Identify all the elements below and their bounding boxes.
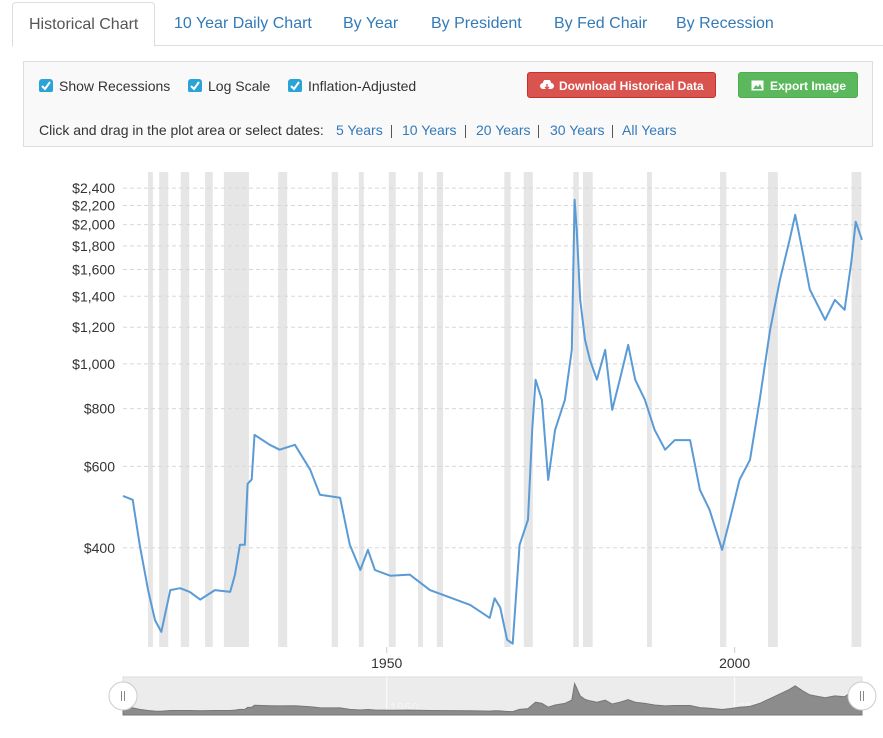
y-tick-label: $2,000	[72, 217, 115, 233]
range-link[interactable]: All Years	[622, 122, 677, 138]
recession-band	[418, 172, 423, 647]
price-line	[122, 198, 863, 645]
tab[interactable]: By Fed Chair	[554, 15, 648, 32]
y-tick-label: $800	[84, 401, 115, 417]
checkbox[interactable]: Show Recessions	[39, 78, 170, 94]
recession-band	[180, 172, 190, 647]
handle-circle	[847, 681, 877, 711]
y-tick-label: $1,400	[72, 288, 115, 304]
check-icon	[188, 79, 202, 92]
range-link[interactable]: 30 Years	[550, 122, 605, 138]
separator	[612, 125, 613, 138]
chart: $400 $600 $800 $1,000 $1,200 $1,400 $1,600 $1,8…	[72, 172, 877, 716]
handle-grip	[121, 691, 125, 701]
range-link[interactable]: 20 Years	[476, 122, 531, 138]
recession-band	[159, 172, 169, 647]
separator	[465, 125, 466, 138]
tab[interactable]: By Recession	[676, 15, 774, 32]
image-icon	[751, 80, 764, 91]
recession-band	[720, 172, 727, 647]
checkbox-label: Show Recessions	[59, 78, 171, 94]
button-label: Download Historical Data	[559, 79, 704, 93]
checkbox-label: Inflation-Adjusted	[308, 78, 417, 94]
recession-band	[646, 172, 652, 647]
y-tick-label: $2,400	[72, 180, 115, 196]
tab-bar: Historical Chart 10 Year Daily Chart By …	[12, 2, 883, 47]
tab[interactable]: Historical Chart	[12, 2, 156, 47]
navigator-handle[interactable]	[108, 681, 138, 711]
recession-band	[504, 172, 511, 647]
check-icon	[39, 79, 53, 92]
handle-circle	[108, 681, 138, 711]
recession-band	[768, 172, 778, 647]
recession-band	[851, 172, 862, 647]
y-tick-label: $400	[84, 540, 115, 556]
recession-band	[358, 172, 364, 647]
navigator-area	[122, 681, 863, 716]
handle-grip	[860, 691, 864, 701]
recession-band	[523, 172, 533, 647]
checkbox-label: Log Scale	[208, 78, 271, 94]
checkbox[interactable]: Log Scale	[188, 78, 270, 94]
control-panel: Show Recessions Log Scale Inflation-Adju…	[23, 61, 873, 147]
tab[interactable]: By Year	[343, 15, 399, 32]
recession-band	[436, 172, 444, 647]
tab[interactable]: By President	[431, 15, 522, 32]
separator	[538, 125, 539, 138]
recession-band	[223, 172, 249, 647]
recession-band	[388, 172, 396, 647]
y-tick-label: $1,800	[72, 238, 115, 254]
tab[interactable]: 10 Year Daily Chart	[174, 15, 312, 32]
recession-band	[205, 172, 213, 647]
cloud-icon	[540, 80, 554, 90]
navigator-handle[interactable]	[847, 681, 877, 711]
y-tick-label: $1,600	[72, 261, 115, 277]
y-tick-label: $2,200	[72, 198, 115, 214]
recession-band	[148, 172, 153, 647]
y-tick-label: $1,000	[72, 356, 115, 372]
range-link[interactable]: 5 Years	[336, 122, 383, 138]
checkbox[interactable]: Inflation-Adjusted	[288, 78, 416, 94]
recession-band	[331, 172, 339, 647]
range-prompt: Click and drag in the plot area or selec…	[39, 122, 324, 138]
check-icon	[288, 79, 302, 92]
export-button[interactable]: Export Image	[738, 72, 858, 98]
recession-band	[582, 172, 593, 647]
button-label: Export Image	[770, 79, 847, 93]
download-button[interactable]: Download Historical Data	[527, 72, 716, 98]
recession-band	[573, 172, 579, 647]
recession-band	[278, 172, 288, 647]
y-tick-label: $600	[84, 458, 115, 474]
y-tick-label: $1,200	[72, 319, 115, 335]
x-tick-label: 2000	[719, 655, 750, 671]
separator	[391, 125, 392, 138]
x-tick-label: 1950	[371, 655, 402, 671]
range-link[interactable]: 10 Years	[402, 122, 457, 138]
